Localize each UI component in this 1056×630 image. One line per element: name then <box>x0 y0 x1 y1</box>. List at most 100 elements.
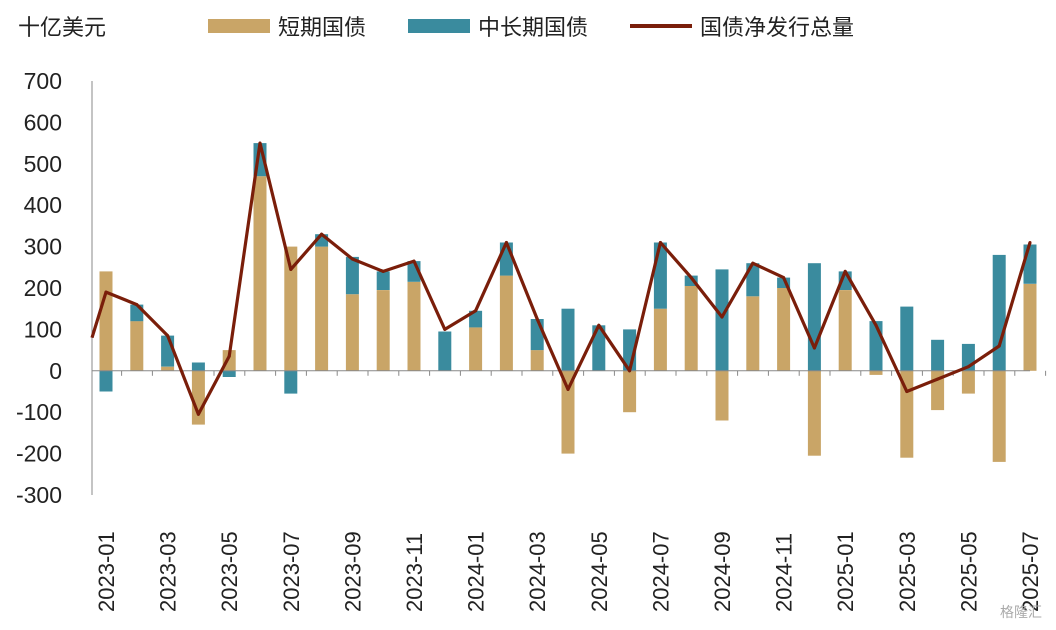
bar-long-2024-12 <box>807 263 821 371</box>
x-tick-label: 2023-05 <box>217 531 242 612</box>
bar-long-2024-09 <box>715 269 729 371</box>
bar-short-2023-03 <box>161 366 175 371</box>
bar-short-2024-02 <box>499 275 513 371</box>
bar-long-2024-08 <box>684 275 698 286</box>
point-total-2024-12 <box>812 346 816 350</box>
bar-long-2024-07 <box>653 242 667 309</box>
bar-short-2024-06 <box>623 370 637 413</box>
bar-long-2023-09 <box>345 256 359 295</box>
y-tick-label: 300 <box>24 234 62 260</box>
bar-long-2023-12 <box>438 331 452 371</box>
point-total-2025-02 <box>874 323 878 327</box>
bar-long-2024-05 <box>592 325 606 371</box>
unit-label: 十亿美元 <box>18 16 107 41</box>
bar-layer <box>99 143 1037 462</box>
point-total-2025-06 <box>997 344 1001 348</box>
bar-long-2024-04 <box>561 308 575 371</box>
bar-short-2023-08 <box>315 246 329 371</box>
bar-long-2024-01 <box>469 310 483 328</box>
x-tick-label: 2024-09 <box>710 531 735 612</box>
legend-item-long: 中长期国债 <box>408 10 588 42</box>
bar-short-2023-02 <box>130 321 144 371</box>
bar-short-2024-09 <box>715 370 729 421</box>
point-total-2024-04 <box>566 387 570 391</box>
point-total-2023-07 <box>289 267 293 271</box>
y-tick-label: 700 <box>24 68 62 94</box>
point-total-2024-09 <box>720 315 724 319</box>
legend-swatch-long <box>408 19 470 33</box>
point-total-2023-04 <box>196 412 200 416</box>
point-total-2024-07 <box>658 241 662 244</box>
x-tick-label: 2024-05 <box>587 531 612 612</box>
y-tick-label: 500 <box>24 151 62 177</box>
y-tick-label: -200 <box>16 441 62 467</box>
bar-short-2024-10 <box>746 296 760 371</box>
y-tick-label: 0 <box>49 358 62 384</box>
bar-long-2023-04 <box>191 362 205 371</box>
bar-long-2025-07 <box>1023 244 1037 284</box>
bar-short-2024-03 <box>530 350 544 371</box>
y-tick-label: 400 <box>24 192 62 218</box>
bar-short-2024-11 <box>777 288 791 371</box>
legend-label-total: 国债净发行总量 <box>700 16 855 41</box>
point-total-2023-08 <box>320 232 324 236</box>
x-tick-label: 2024-07 <box>648 531 673 612</box>
bar-long-2025-03 <box>900 306 914 371</box>
legend-label-long: 中长期国债 <box>478 16 589 41</box>
x-tick-label: 2023-11 <box>402 533 427 612</box>
y-tick-label: 600 <box>24 109 62 135</box>
bar-long-2024-02 <box>499 242 513 276</box>
watermark: 格隆汇 <box>1000 605 1042 621</box>
point-total-2025-04 <box>936 377 940 381</box>
point-total-2024-01 <box>474 309 478 313</box>
x-tick-label: 2025-07 <box>1018 531 1043 612</box>
series-line-total <box>90 141 1032 416</box>
bar-long-2024-11 <box>777 277 791 288</box>
point-total-2023-05 <box>227 354 231 358</box>
x-tick-label: 2023-03 <box>156 531 181 612</box>
point-total-2024-05 <box>597 323 601 327</box>
bar-short-2023-09 <box>345 294 359 371</box>
bar-short-2025-05 <box>961 370 975 394</box>
point-total-2023-03 <box>166 334 170 338</box>
y-tick-labels: 700 600 500 400 300 200 100 0 -100 -200 -300 <box>16 68 62 508</box>
point-total-2023-01 <box>104 290 108 294</box>
x-tick-label: 2024-11 <box>772 533 797 612</box>
bar-short-2025-07 <box>1023 283 1037 371</box>
point-total-2025-03 <box>905 390 909 393</box>
x-tick-label: 2023-09 <box>340 531 365 612</box>
point-total-2025-01 <box>843 269 847 273</box>
point-total-2024-03 <box>535 317 539 321</box>
legend-swatch-total <box>630 24 692 28</box>
point-total-2023-02 <box>135 303 139 307</box>
point-total-2024-06 <box>628 369 632 373</box>
bar-long-2025-06 <box>992 254 1006 371</box>
legend-swatch-short <box>208 19 270 33</box>
bar-short-2024-08 <box>684 285 698 371</box>
bar-long-2024-03 <box>530 319 544 351</box>
x-tick-label: 2025-01 <box>833 531 858 612</box>
legend-label-short: 短期国债 <box>278 16 367 41</box>
x-tick-label: 2025-05 <box>956 531 981 612</box>
bar-short-2023-11 <box>407 281 421 371</box>
bar-short-2023-10 <box>376 290 390 371</box>
x-tick-label: 2024-01 <box>464 531 489 612</box>
bar-long-2023-10 <box>376 271 390 290</box>
x-tick-label: 2025-03 <box>895 531 920 612</box>
bar-long-2023-07 <box>284 370 298 394</box>
x-tick-labels: 2023-01 2023-03 2023-05 2023-07 2023-09 2023-… <box>94 531 1043 612</box>
bar-short-2024-04 <box>561 370 575 454</box>
point-total-2025-05 <box>966 365 970 369</box>
legend-item-short: 短期国债 <box>208 10 366 42</box>
point-total-2023-12 <box>443 327 447 331</box>
bar-long-2023-01 <box>99 370 113 392</box>
point-total-2023-11 <box>412 259 416 263</box>
point-total-2025-07 <box>1028 241 1032 244</box>
point-total-2023-09 <box>350 257 354 261</box>
point-total-2023-10 <box>381 269 385 273</box>
bar-short-2025-02 <box>869 370 883 375</box>
point-total-2024-10 <box>751 261 755 265</box>
point-total-2023-06 <box>258 141 262 145</box>
bar-short-2025-03 <box>900 370 914 458</box>
